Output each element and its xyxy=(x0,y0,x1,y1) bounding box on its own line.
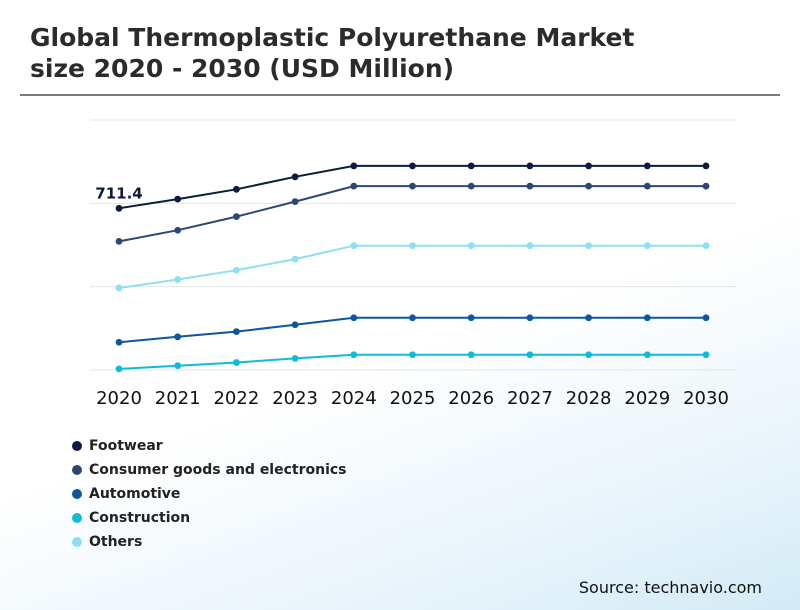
data-point xyxy=(115,237,123,245)
data-point xyxy=(350,314,358,322)
legend-marker-icon xyxy=(72,513,82,523)
x-tick-label: 2030 xyxy=(683,388,729,409)
data-point xyxy=(174,333,182,341)
data-point xyxy=(409,314,416,322)
source-credit: Source: technavio.com xyxy=(578,578,762,597)
data-point xyxy=(233,185,240,193)
x-tick-label: 2028 xyxy=(566,388,612,409)
data-point xyxy=(350,242,358,250)
data-point xyxy=(115,338,123,346)
x-tick-label: 2022 xyxy=(213,388,259,409)
title-line-1: Global Thermoplastic Polyurethane Market xyxy=(30,23,635,52)
series-construction xyxy=(115,351,710,373)
series-footwear xyxy=(115,162,710,212)
data-point xyxy=(291,173,299,181)
data-point xyxy=(643,162,651,170)
x-tick-label: 2020 xyxy=(96,388,142,409)
title-divider xyxy=(20,94,780,96)
legend-label: Consumer goods and electronics xyxy=(89,462,347,478)
data-point xyxy=(233,266,240,274)
data-point xyxy=(174,195,182,203)
x-tick-label: 2027 xyxy=(507,388,553,409)
data-point xyxy=(233,328,240,335)
chart-legend: Footwear Consumer goods and electronics Au… xyxy=(72,434,347,554)
data-point xyxy=(643,182,651,190)
data-point xyxy=(467,162,475,170)
data-point xyxy=(233,359,240,366)
data-point xyxy=(526,351,534,359)
chart-title: Global Thermoplastic Polyurethane Market… xyxy=(30,22,770,84)
legend-marker-icon xyxy=(72,441,82,451)
data-point xyxy=(174,276,182,283)
data-point xyxy=(409,162,416,170)
legend-label: Footwear xyxy=(89,438,163,454)
data-point xyxy=(350,182,358,190)
legend-marker-icon xyxy=(72,465,82,475)
start-value-annotation: 711.4 xyxy=(95,184,142,202)
title-line-2: size 2020 - 2030 (USD Million) xyxy=(30,54,455,83)
data-point xyxy=(526,242,534,250)
legend-marker-icon xyxy=(72,537,82,547)
legend-item: Others xyxy=(72,530,347,554)
series-consumer-goods-and-electronics xyxy=(115,182,710,245)
data-point xyxy=(291,355,299,362)
data-point xyxy=(291,198,299,205)
line-chart: 2020 2021 2022 2023 2024 2025 2026 2027 2028 2029… xyxy=(90,119,736,409)
data-point xyxy=(526,182,534,190)
legend-item: Automotive xyxy=(72,482,347,506)
data-point xyxy=(350,162,358,170)
data-point xyxy=(467,314,475,322)
data-point xyxy=(467,351,475,359)
data-point xyxy=(643,314,651,322)
data-point xyxy=(291,255,299,263)
x-tick-label: 2023 xyxy=(272,388,318,409)
data-point xyxy=(585,242,592,250)
series-others xyxy=(115,242,710,292)
data-point xyxy=(291,321,299,329)
x-tick-label: 2026 xyxy=(448,388,494,409)
legend-item: Construction xyxy=(72,506,347,530)
data-point xyxy=(526,314,534,322)
data-point xyxy=(702,351,710,359)
data-point xyxy=(467,242,475,250)
data-point xyxy=(174,362,182,370)
legend-marker-icon xyxy=(72,489,82,499)
data-point xyxy=(585,182,592,190)
series-automotive xyxy=(115,314,710,346)
legend-label: Automotive xyxy=(89,486,181,502)
x-axis-labels: 2020 2021 2022 2023 2024 2025 2026 2027 2028 2029… xyxy=(96,388,729,409)
data-point xyxy=(350,351,358,359)
data-point xyxy=(643,351,651,359)
legend-label: Construction xyxy=(89,510,191,526)
data-point xyxy=(585,314,592,322)
legend-label: Others xyxy=(89,534,143,550)
x-tick-label: 2024 xyxy=(331,388,377,409)
data-point xyxy=(585,162,592,170)
data-point xyxy=(467,182,475,190)
data-point xyxy=(526,162,534,170)
data-point xyxy=(115,204,123,212)
data-point xyxy=(643,242,651,250)
data-point xyxy=(115,284,123,292)
data-point xyxy=(702,162,710,170)
x-tick-label: 2029 xyxy=(624,388,670,409)
data-point xyxy=(702,242,710,250)
series-group xyxy=(115,162,710,373)
x-tick-label: 2021 xyxy=(155,388,201,409)
data-point xyxy=(702,182,710,190)
series-line xyxy=(118,244,706,289)
data-point xyxy=(233,213,240,220)
data-point xyxy=(409,182,416,190)
series-line xyxy=(118,316,706,344)
x-tick-label: 2025 xyxy=(390,388,436,409)
data-point xyxy=(409,242,416,250)
gridlines xyxy=(90,119,736,371)
legend-item: Consumer goods and electronics xyxy=(72,458,347,482)
legend-item: Footwear xyxy=(72,434,347,458)
data-point xyxy=(115,365,123,373)
data-point xyxy=(585,351,592,359)
data-point xyxy=(174,226,182,234)
data-point xyxy=(702,314,710,322)
data-point xyxy=(409,351,416,359)
